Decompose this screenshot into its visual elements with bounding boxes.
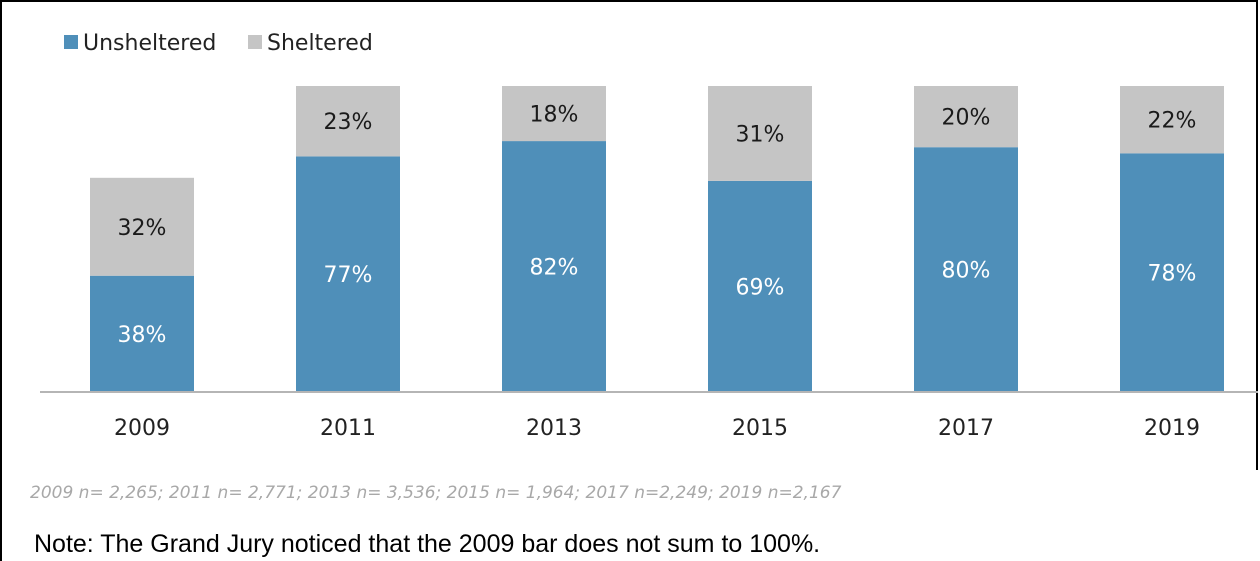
bar-sheltered-2017 [914, 86, 1018, 148]
legend-label-unsheltered: Unsheltered [83, 31, 216, 56]
bar-unsheltered-2013 [502, 141, 606, 392]
sample-sizes-footnote: 2009 n= 2,265; 2011 n= 2,771; 2013 n= 3,… [30, 483, 842, 503]
x-tick-label-2011: 2011 [320, 416, 376, 441]
data-label-unsheltered-2017: 80% [942, 259, 991, 284]
legend-swatch-sheltered [248, 35, 262, 49]
bar-unsheltered-2017 [914, 147, 1018, 392]
data-label-unsheltered-2011: 77% [324, 263, 373, 288]
data-label-sheltered-2017: 20% [942, 106, 991, 131]
data-label-sheltered-2011: 23% [324, 110, 373, 135]
stacked-bar-chart: Unsheltered Sheltered 38% 32% 77% 23% 82% 18%… [40, 31, 1258, 441]
data-label-sheltered-2019: 22% [1148, 109, 1197, 134]
data-label-sheltered-2015: 31% [736, 122, 785, 147]
x-tick-label-2015: 2015 [732, 416, 788, 441]
bar-unsheltered-2011 [296, 156, 400, 392]
data-label-unsheltered-2013: 82% [530, 256, 579, 281]
x-axis-ticks: 2009 2011 2013 2015 2017 2019 [114, 416, 1200, 441]
legend-swatch-unsheltered [64, 35, 78, 49]
data-label-sheltered-2009: 32% [118, 216, 167, 241]
bar-sheltered-2013 [502, 86, 606, 142]
bar-sheltered-2009 [90, 177, 194, 276]
grand-jury-note: Note: The Grand Jury noticed that the 20… [34, 530, 821, 558]
bar-unsheltered-2015 [708, 180, 812, 392]
bar-sheltered-2011 [296, 86, 400, 157]
x-tick-label-2009: 2009 [114, 416, 170, 441]
legend-label-sheltered: Sheltered [267, 31, 373, 56]
bar-sheltered-2019 [1120, 86, 1224, 154]
legend: Unsheltered Sheltered [64, 31, 373, 56]
bar-sheltered-2015 [708, 86, 812, 181]
bars: 38% 32% 77% 23% 82% 18% 69% 31% 80% 20% 78% 22% [90, 86, 1224, 392]
note-frame [0, 470, 1258, 561]
data-label-unsheltered-2019: 78% [1148, 262, 1197, 287]
data-label-unsheltered-2015: 69% [736, 275, 785, 300]
bar-unsheltered-2009 [90, 275, 194, 392]
bar-unsheltered-2019 [1120, 153, 1224, 392]
chart-frame [0, 0, 1258, 470]
x-tick-label-2019: 2019 [1144, 416, 1200, 441]
x-tick-label-2013: 2013 [526, 416, 582, 441]
x-tick-label-2017: 2017 [938, 416, 994, 441]
data-label-unsheltered-2009: 38% [118, 323, 167, 348]
data-label-sheltered-2013: 18% [530, 103, 579, 128]
